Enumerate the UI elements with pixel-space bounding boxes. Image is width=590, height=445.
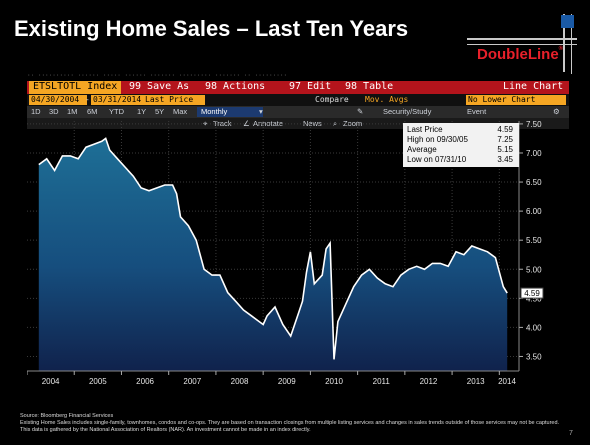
doubleline-logo: DoubleLine® xyxy=(467,14,577,74)
period-6m[interactable]: 6M xyxy=(87,107,98,116)
command-bar: ETSLTOTL Index 99 Save As 98 Actions 97 … xyxy=(27,81,569,94)
price-field-select[interactable]: Last Price xyxy=(143,95,205,105)
slide-title: Existing Home Sales – Last Ten Years xyxy=(14,16,409,41)
y-tick-label: 7.00 xyxy=(526,149,542,158)
period-bar: 1D 3D 1M 6M YTD 1Y 5Y Max Monthly ▾ ✎ Se… xyxy=(27,106,569,118)
save-as-button[interactable]: 99 Save As xyxy=(129,81,190,92)
logo-square-icon xyxy=(561,15,574,28)
x-tick-label: 2012 xyxy=(420,377,438,386)
period-1y[interactable]: 1Y xyxy=(137,107,147,116)
mov-avgs-button[interactable]: Mov. Avgs xyxy=(365,95,409,104)
x-tick-label: 2008 xyxy=(231,377,249,386)
zoom-icon[interactable]: ⌕ xyxy=(333,119,338,128)
period-1d[interactable]: 1D xyxy=(31,107,41,116)
x-tick-label: 2009 xyxy=(278,377,296,386)
series-area xyxy=(38,138,508,371)
period-3d[interactable]: 3D xyxy=(49,107,59,116)
legend-last-price: Last Price 4.59 xyxy=(407,125,513,134)
footer: Source: Bloomberg Financial Services Exi… xyxy=(20,413,560,434)
x-tick-label: 2005 xyxy=(89,377,107,386)
ticker-field[interactable]: ETSLTOTL Index xyxy=(29,81,122,94)
y-tick-label: 6.50 xyxy=(526,178,542,187)
annotate-button[interactable]: Annotate xyxy=(253,119,284,128)
page-number: 7 xyxy=(569,430,573,437)
legend-low: Low on 07/31/10 3.45 xyxy=(407,155,513,164)
period-1m[interactable]: 1M xyxy=(67,107,78,116)
x-tick-label: 2011 xyxy=(373,377,391,386)
date-range-bar: 04/30/2004 - 03/31/2014 Last Price Compa… xyxy=(27,94,569,106)
frequency-select[interactable]: Monthly xyxy=(197,107,263,117)
x-tick-label: 2007 xyxy=(183,377,201,386)
x-tick-label: 2010 xyxy=(325,377,343,386)
x-tick-label: 2004 xyxy=(42,377,60,386)
bloomberg-terminal: ·· ·········· ······ ····· ······ ······… xyxy=(26,72,569,395)
x-tick-label: 2006 xyxy=(136,377,154,386)
table-button[interactable]: 98 Table xyxy=(345,81,394,92)
y-tick-label: 3.50 xyxy=(526,352,542,361)
date-separator: - xyxy=(85,95,90,104)
y-tick-label: 5.00 xyxy=(526,265,542,274)
pencil-icon[interactable]: ✎ xyxy=(357,107,364,116)
chart-area: 7.50 7.00 6.50 6.00 5.50 5.00 4.50 4.00 3.50 200… xyxy=(26,119,569,395)
chevron-down-icon[interactable]: ▾ xyxy=(259,107,263,116)
actions-button[interactable]: 98 Actions xyxy=(205,81,266,92)
track-icon[interactable]: ⌖ xyxy=(203,119,208,128)
zoom-button[interactable]: Zoom xyxy=(343,119,363,128)
y-tick-label: 5.50 xyxy=(526,236,542,245)
last-value-label: 4.59 xyxy=(524,289,540,298)
y-tick-label: 6.00 xyxy=(526,207,542,216)
x-tick-label: 2013 xyxy=(467,377,485,386)
security-study-button[interactable]: Security/Study xyxy=(383,107,432,116)
period-max[interactable]: Max xyxy=(173,107,188,116)
y-tick-label: 4.00 xyxy=(526,323,542,332)
event-button[interactable]: Event xyxy=(467,107,487,116)
legend-high: High on 09/30/05 7.25 xyxy=(407,135,513,144)
faint-header-row: ·· ·········· ······ ····· ······ ······… xyxy=(27,72,288,79)
period-ytd[interactable]: YTD xyxy=(109,107,124,116)
compare-button[interactable]: Compare xyxy=(315,95,349,104)
edit-button[interactable]: 97 Edit xyxy=(289,81,332,92)
series-line xyxy=(38,137,508,360)
start-date-input[interactable]: 04/30/2004 xyxy=(29,95,87,105)
gear-icon[interactable]: ⚙ xyxy=(553,107,560,116)
end-date-input[interactable]: 03/31/2014 xyxy=(91,95,145,105)
lower-chart-select[interactable]: No Lower Chart xyxy=(466,95,566,105)
footer-note: Existing Home Sales includes single-fami… xyxy=(20,420,560,433)
footer-source: Source: Bloomberg Financial Services xyxy=(20,413,114,419)
chart-type-label[interactable]: Line Chart xyxy=(503,81,564,92)
y-tick-label: 4.50 xyxy=(526,294,542,303)
logo-text: DoubleLine® xyxy=(477,46,564,63)
x-tick-label: 2014 xyxy=(498,377,516,386)
last-value-badge xyxy=(520,287,544,299)
legend-average: Average 5.15 xyxy=(407,145,513,154)
line-chart: 7.50 7.00 6.50 6.00 5.50 5.00 4.50 4.00 3.50 200… xyxy=(26,120,544,386)
legend-box: Last Price 4.59 High on 09/30/05 7.25 Aver… xyxy=(403,123,519,167)
period-5y[interactable]: 5Y xyxy=(155,107,165,116)
y-tick-label: 7.50 xyxy=(526,120,542,129)
